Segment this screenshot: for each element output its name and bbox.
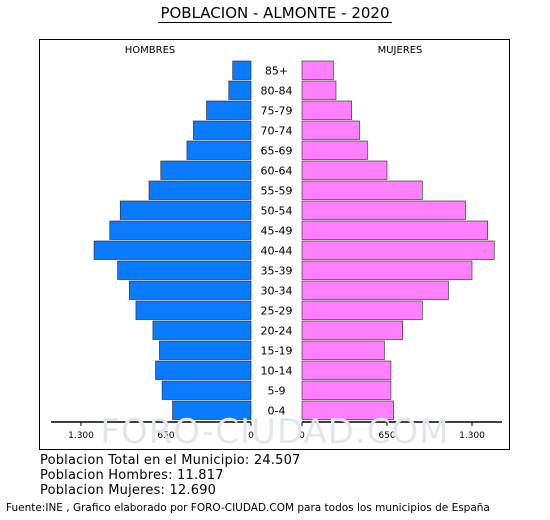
bar-hombres-85+: [232, 60, 252, 80]
age-label-35-39: 35-39: [261, 265, 293, 278]
bar-hombres-20-24: [152, 320, 252, 340]
age-label-0-4: 0-4: [268, 405, 286, 418]
population-pyramid: HOMBRES MUJERES 85+ 80-84 75-79 70-74 65-69 60-…: [51, 45, 502, 441]
watermark: FORO-CIUDAD.COM: [100, 412, 450, 452]
tick-label-mujeres-0: 0: [299, 431, 305, 441]
bar-mujeres-25-29: [301, 300, 423, 320]
age-label-45-49: 45-49: [261, 225, 293, 238]
bar-mujeres-55-59: [301, 180, 423, 200]
age-label-50-54: 50-54: [261, 205, 293, 218]
legend-mujeres: MUJERES: [378, 45, 423, 56]
bar-mujeres-45-49: [301, 220, 488, 240]
age-label-85+: 85+: [265, 65, 288, 78]
bar-hombres-5-9: [161, 380, 252, 400]
bar-hombres-15-19: [159, 340, 252, 360]
stat-mujeres: Poblacion Mujeres: 12.690: [40, 483, 217, 498]
bar-mujeres-75-79: [301, 100, 352, 120]
bar-hombres-70-74: [193, 120, 252, 140]
tick-label-hombres-1300: 1.300: [68, 431, 94, 441]
age-label-30-34: 30-34: [261, 285, 293, 298]
bar-hombres-30-34: [129, 280, 252, 300]
bar-mujeres-0-4: [301, 400, 394, 420]
bar-mujeres-65-69: [301, 140, 368, 160]
tick-label-mujeres-1300: 1.300: [459, 431, 485, 441]
footer-source: Fuente:INE , Grafico elaborado por FORO-…: [6, 502, 490, 514]
bar-mujeres-60-64: [301, 160, 388, 180]
age-label-25-29: 25-29: [261, 305, 293, 318]
chart-frame: HOMBRES MUJERES 85+ 80-84 75-79 70-74 65-69 60-…: [39, 39, 510, 450]
bar-hombres-0-4: [172, 400, 252, 420]
bar-mujeres-50-54: [301, 200, 466, 220]
bar-mujeres-15-19: [301, 340, 385, 360]
bar-hombres-45-49: [109, 220, 252, 240]
bar-hombres-75-79: [206, 100, 252, 120]
bar-hombres-25-29: [135, 300, 252, 320]
bar-hombres-50-54: [119, 200, 252, 220]
chart-title: POBLACION - ALMONTE - 2020: [0, 4, 550, 23]
bar-mujeres-80-84: [301, 80, 337, 100]
legend-hombres: HOMBRES: [125, 45, 176, 56]
bar-mujeres-35-39: [301, 260, 473, 280]
bar-mujeres-10-14: [301, 360, 392, 380]
bar-mujeres-40-44: [301, 240, 495, 260]
tick-label-mujeres-650: 650: [378, 431, 395, 441]
bar-hombres-55-59: [148, 180, 252, 200]
bar-hombres-60-64: [160, 160, 252, 180]
tick-label-hombres-0: 0: [248, 431, 254, 441]
age-label-15-19: 15-19: [261, 345, 293, 358]
bar-hombres-10-14: [155, 360, 252, 380]
age-label-20-24: 20-24: [261, 325, 293, 338]
bar-hombres-80-84: [228, 80, 252, 100]
age-label-40-44: 40-44: [261, 245, 293, 258]
age-label-60-64: 60-64: [261, 165, 293, 178]
bar-hombres-65-69: [186, 140, 252, 160]
age-label-10-14: 10-14: [261, 365, 293, 378]
age-label-5-9: 5-9: [268, 385, 286, 398]
age-label-80-84: 80-84: [261, 85, 293, 98]
bar-mujeres-20-24: [301, 320, 403, 340]
bar-hombres-40-44: [93, 240, 252, 260]
bar-mujeres-70-74: [301, 120, 360, 140]
bar-mujeres-30-34: [301, 280, 449, 300]
age-label-70-74: 70-74: [261, 125, 293, 138]
stat-total: Poblacion Total en el Municipio: 24.507: [40, 453, 301, 468]
chart-title-text: POBLACION - ALMONTE - 2020: [158, 4, 392, 23]
age-label-75-79: 75-79: [261, 105, 293, 118]
age-label-55-59: 55-59: [261, 185, 293, 198]
bar-mujeres-85+: [301, 60, 334, 80]
age-label-65-69: 65-69: [261, 145, 293, 158]
stat-hombres: Poblacion Hombres: 11.817: [40, 468, 224, 483]
bar-hombres-35-39: [117, 260, 252, 280]
tick-label-hombres-650: 650: [157, 431, 174, 441]
bar-mujeres-5-9: [301, 380, 392, 400]
